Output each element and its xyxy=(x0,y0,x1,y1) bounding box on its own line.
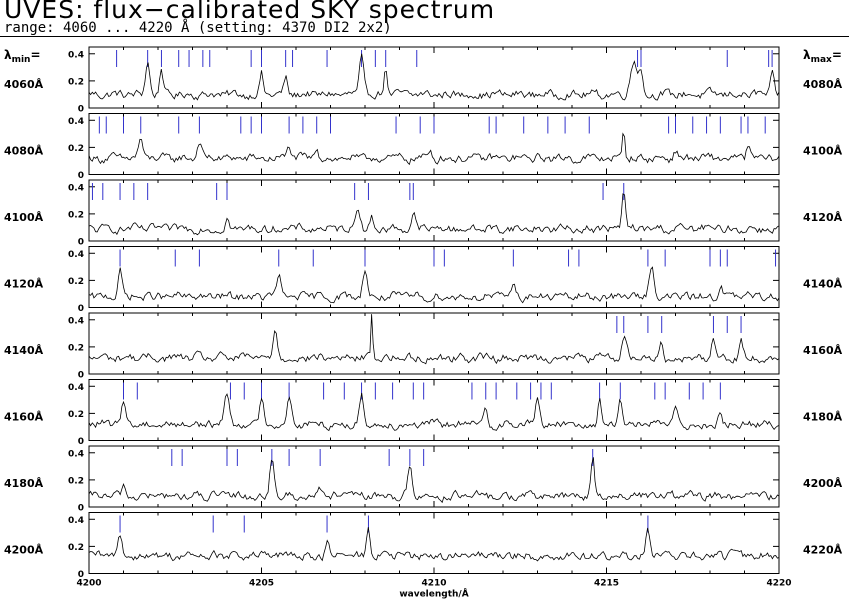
y-tick-label: 0.4 xyxy=(68,449,84,459)
panel-lambda-max: 4080Å xyxy=(803,78,843,91)
y-tick-label: 0 xyxy=(78,238,84,248)
panel-lambda-max: 4180Å xyxy=(803,411,843,424)
panel-lambda-max: 4120Å xyxy=(803,211,843,224)
panel-lambda-max: 4160Å xyxy=(803,344,843,357)
panel-lambda-min: 4140Å xyxy=(4,344,44,357)
x-tick-label: 4200 xyxy=(76,579,101,589)
y-tick-label: 0.2 xyxy=(68,210,84,220)
x-tick-label: 4205 xyxy=(249,579,274,589)
x-tick-label: 4210 xyxy=(421,579,446,589)
panel-frame xyxy=(88,46,780,109)
y-tick-label: 0.4 xyxy=(68,183,84,193)
x-axis-label: wavelength/Å xyxy=(399,589,468,600)
x-tick-label: 4215 xyxy=(594,579,619,589)
spectrum-trace xyxy=(88,266,780,304)
panel-lambda-min: 4080Å xyxy=(4,145,44,158)
panel-frame xyxy=(88,379,780,441)
page-title: UVES: flux−calibrated SKY spectrum xyxy=(4,0,496,24)
panel-lambda-min: 4160Å xyxy=(4,411,44,424)
y-tick-label: 0.2 xyxy=(68,77,84,87)
lambda-max-label: λmax= xyxy=(803,48,842,65)
y-tick-label: 0.4 xyxy=(68,316,84,326)
y-tick-label: 0 xyxy=(78,105,84,115)
panel-lambda-max: 4100Å xyxy=(803,145,843,158)
panel-lambda-max: 4140Å xyxy=(803,278,843,291)
y-tick-label: 0.4 xyxy=(68,117,84,127)
spectrum-trace xyxy=(88,314,780,365)
y-tick-label: 0 xyxy=(78,437,84,447)
spectrum-trace xyxy=(88,392,780,432)
y-tick-label: 0 xyxy=(78,504,84,514)
panel-frame xyxy=(88,312,780,375)
y-tick-label: 0.2 xyxy=(68,410,84,420)
panel-lambda-max: 4220Å xyxy=(803,544,843,557)
spectrum-trace xyxy=(88,193,780,236)
y-tick-label: 0 xyxy=(78,570,84,580)
y-tick-label: 0 xyxy=(78,304,84,314)
y-tick-label: 0.2 xyxy=(68,476,84,486)
y-tick-label: 0 xyxy=(78,371,84,381)
header-separator xyxy=(0,36,849,37)
page-subtitle: range: 4060 ... 4220 Å (setting: 4370 DI… xyxy=(4,20,392,36)
lambda-min-label: λmin= xyxy=(4,48,41,65)
panel-lambda-min: 4100Å xyxy=(4,211,44,224)
x-tick-label: 4220 xyxy=(766,579,791,589)
panel-frame xyxy=(88,512,780,574)
spectrum-trace xyxy=(88,53,780,101)
y-tick-label: 0.2 xyxy=(68,343,84,353)
y-tick-label: 0.2 xyxy=(68,277,84,287)
panel-lambda-min: 4060Å xyxy=(4,78,44,91)
spectrum-trace xyxy=(88,457,780,504)
y-tick-label: 0.4 xyxy=(68,516,84,526)
spectrum-trace xyxy=(88,527,780,562)
y-tick-label: 0.4 xyxy=(68,50,84,60)
panel-lambda-min: 4200Å xyxy=(4,544,44,557)
panel-lambda-min: 4180Å xyxy=(4,477,44,490)
y-tick-label: 0.4 xyxy=(68,250,84,260)
y-tick-label: 0.2 xyxy=(68,543,84,553)
y-tick-label: 0.2 xyxy=(68,144,84,154)
y-tick-label: 0.4 xyxy=(68,383,84,393)
y-tick-label: 0 xyxy=(78,171,84,181)
panel-lambda-min: 4120Å xyxy=(4,278,44,291)
panel-lambda-max: 4200Å xyxy=(803,477,843,490)
spectrum-trace xyxy=(88,132,780,166)
